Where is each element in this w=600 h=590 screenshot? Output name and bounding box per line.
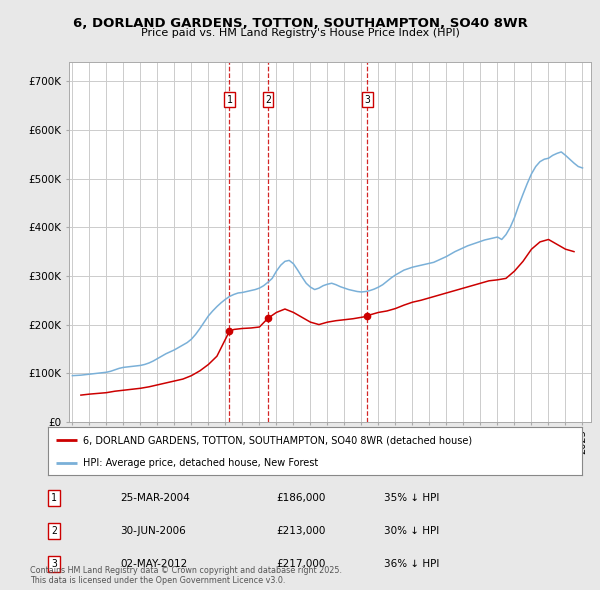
Text: Contains HM Land Registry data © Crown copyright and database right 2025.
This d: Contains HM Land Registry data © Crown c… [30, 566, 342, 585]
Text: 6, DORLAND GARDENS, TOTTON, SOUTHAMPTON, SO40 8WR (detached house): 6, DORLAND GARDENS, TOTTON, SOUTHAMPTON,… [83, 435, 472, 445]
Text: 36% ↓ HPI: 36% ↓ HPI [384, 559, 439, 569]
Text: £213,000: £213,000 [276, 526, 325, 536]
Text: 35% ↓ HPI: 35% ↓ HPI [384, 493, 439, 503]
Text: £186,000: £186,000 [276, 493, 325, 503]
Text: 2: 2 [265, 95, 271, 105]
Text: 1: 1 [226, 95, 232, 105]
Text: 02-MAY-2012: 02-MAY-2012 [120, 559, 187, 569]
Text: 30% ↓ HPI: 30% ↓ HPI [384, 526, 439, 536]
Text: HPI: Average price, detached house, New Forest: HPI: Average price, detached house, New … [83, 458, 318, 468]
Text: £217,000: £217,000 [276, 559, 325, 569]
Text: Price paid vs. HM Land Registry's House Price Index (HPI): Price paid vs. HM Land Registry's House … [140, 28, 460, 38]
Text: 1: 1 [51, 493, 57, 503]
Text: 3: 3 [51, 559, 57, 569]
Text: 2: 2 [51, 526, 57, 536]
Text: 30-JUN-2006: 30-JUN-2006 [120, 526, 186, 536]
Text: 6, DORLAND GARDENS, TOTTON, SOUTHAMPTON, SO40 8WR: 6, DORLAND GARDENS, TOTTON, SOUTHAMPTON,… [73, 17, 527, 30]
Text: 3: 3 [364, 95, 370, 105]
Text: 25-MAR-2004: 25-MAR-2004 [120, 493, 190, 503]
